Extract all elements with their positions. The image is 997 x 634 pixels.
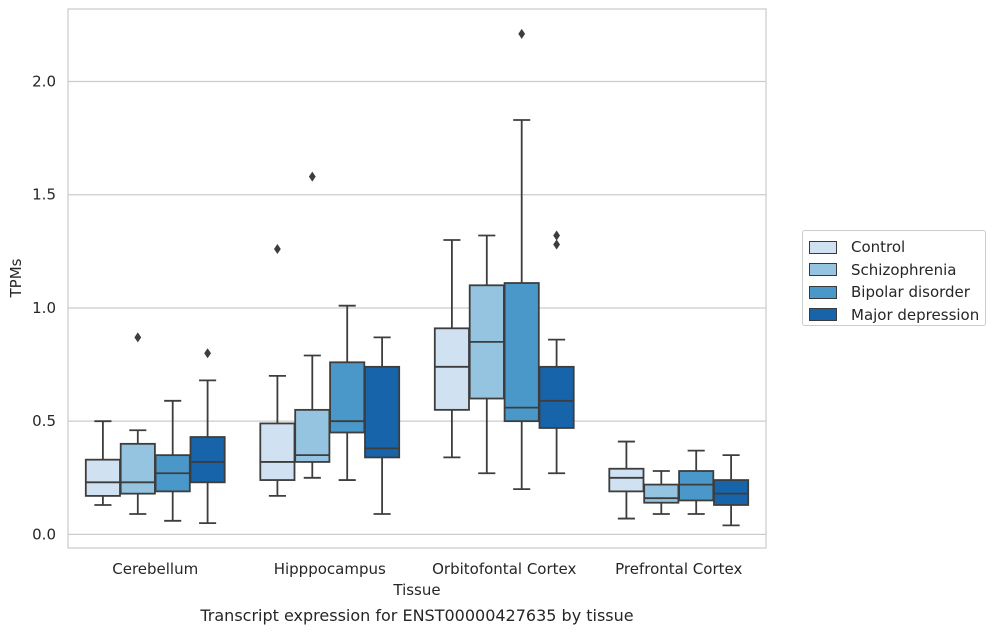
iqr-box (294, 408, 331, 463)
box-major-depression (364, 336, 401, 515)
plot-frame (67, 8, 767, 549)
outlier-point (518, 28, 526, 39)
box-schizophrenia (643, 470, 680, 515)
iqr-box (503, 282, 540, 423)
iqr-box (119, 442, 156, 495)
gridlines (68, 80, 766, 536)
legend-label: Bipolar disorder (851, 283, 970, 302)
box-schizophrenia (119, 332, 156, 515)
box-control (84, 420, 121, 506)
legend-label: Control (851, 238, 906, 257)
outlier-point (134, 332, 142, 343)
box-control (608, 440, 645, 520)
legend-label: Schizophrenia (851, 260, 957, 279)
iqr-box (259, 422, 296, 481)
y-tick-labels: 0.0 0.5 1.0 1.5 2.0 (32, 72, 56, 543)
iqr-box (538, 365, 575, 429)
x-tick-labels: Cerebellum Hipppocampus Orbitofontal Corte… (112, 560, 742, 578)
y-tick-label: 1.5 (32, 186, 56, 204)
box-bipolar-disorder (329, 304, 366, 481)
x-tick-label: Hipppocampus (274, 560, 386, 578)
box-control (259, 244, 296, 497)
iqr-box (608, 467, 645, 493)
x-tick-label: Prefrontal Cortex (615, 560, 742, 578)
chart-caption: Transcript expression for ENST0000042763… (200, 606, 634, 625)
box-bipolar-disorder (678, 449, 715, 515)
outlier-point (274, 244, 281, 255)
legend-swatch (809, 240, 837, 254)
outlier-point (553, 239, 560, 250)
y-axis-label: TPMs (7, 258, 25, 298)
box-schizophrenia (468, 234, 505, 475)
iqr-box (433, 327, 470, 411)
y-tick-label: 1.0 (32, 299, 56, 317)
boxes (84, 28, 750, 527)
x-tick-label: Cerebellum (112, 560, 198, 578)
legend-label: Major depression (851, 305, 980, 324)
x-tick-label: Orbitofontal Cortex (432, 560, 576, 578)
legend: Control Schizophrenia Bipolar disorder Majo… (802, 230, 986, 326)
legend-item: Schizophrenia (809, 259, 985, 282)
iqr-box (643, 483, 680, 504)
iqr-box (364, 365, 401, 459)
box-major-depression (189, 348, 226, 524)
y-tick-label: 2.0 (32, 72, 56, 90)
legend-swatch (809, 285, 837, 299)
iqr-box (189, 436, 226, 484)
box-bipolar-disorder (154, 399, 191, 522)
y-tick-label: 0.0 (32, 525, 56, 543)
legend-swatch (809, 263, 837, 277)
legend-item: Control (809, 236, 985, 259)
box-bipolar-disorder (503, 28, 540, 491)
box-major-depression (538, 230, 575, 475)
iqr-box (84, 458, 121, 497)
box-control (433, 239, 470, 459)
legend-swatch (809, 308, 837, 322)
legend-item: Bipolar disorder (809, 281, 985, 304)
outlier-point (308, 171, 316, 182)
outlier-point (204, 348, 211, 359)
box-schizophrenia (294, 171, 331, 479)
iqr-box (678, 470, 715, 502)
legend-item: Major depression (809, 304, 985, 327)
x-axis-label: Tissue (392, 581, 440, 599)
iqr-box (713, 479, 750, 506)
outlier-point (553, 230, 560, 241)
y-tick-label: 0.5 (32, 412, 56, 430)
box-major-depression (713, 454, 750, 527)
